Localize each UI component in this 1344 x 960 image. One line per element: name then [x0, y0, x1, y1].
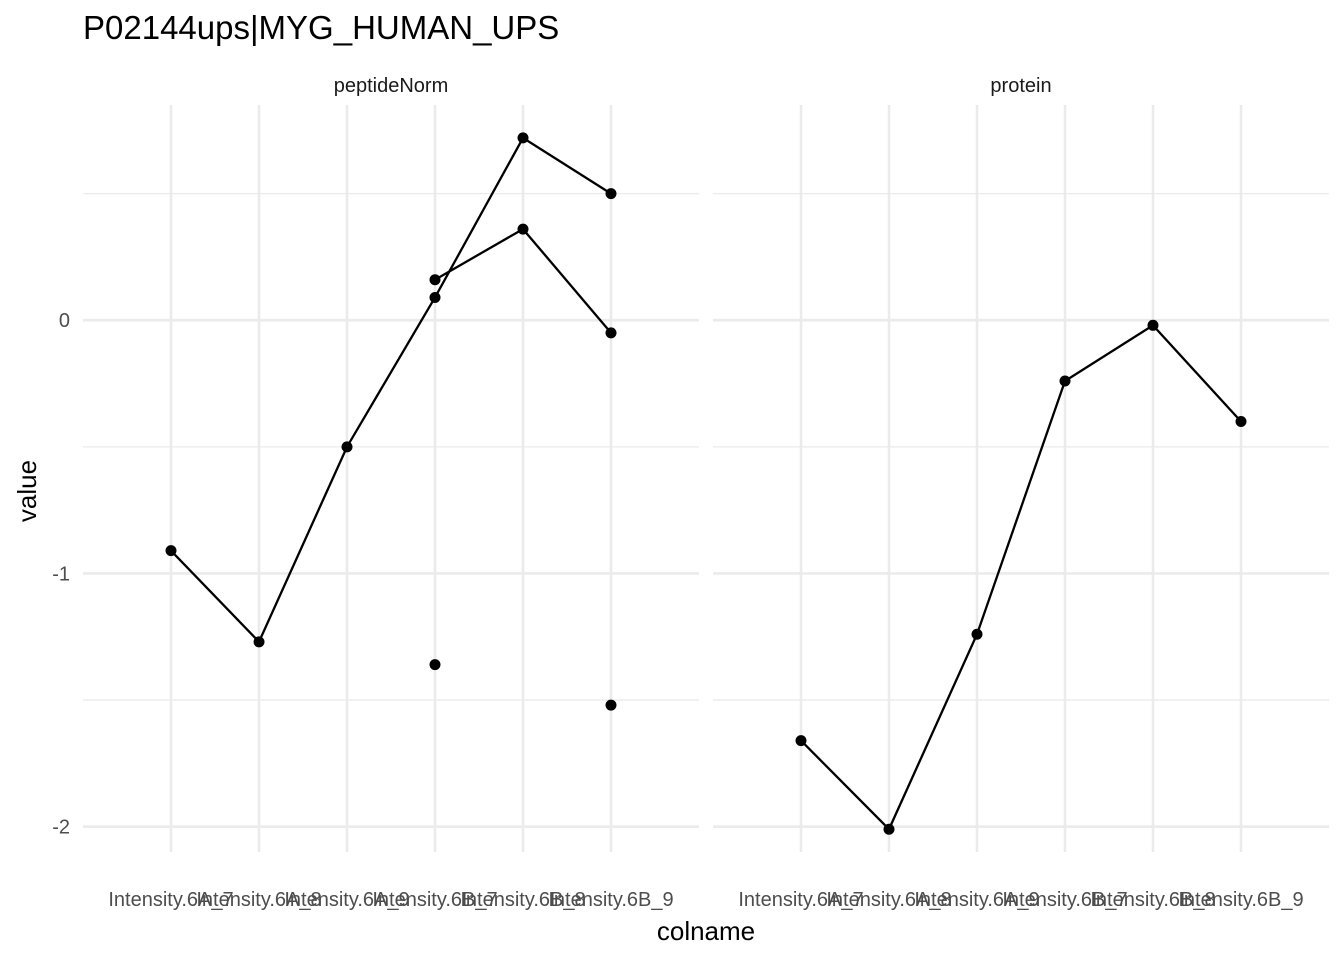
data-point	[1235, 416, 1247, 428]
x-tick-label: Intensity.6A_9	[284, 889, 409, 911]
data-point	[605, 699, 617, 711]
data-point	[605, 327, 617, 339]
x-tick-label: Intensity.6B_7	[1002, 889, 1127, 911]
data-point	[883, 823, 895, 835]
data-point	[429, 274, 441, 286]
series-line	[170, 136, 612, 644]
x-tick-label: Intensity.6A_7	[738, 889, 863, 911]
data-point	[429, 291, 441, 303]
facet-panel-peptideNorm: peptideNormIntensity.6A_7Intensity.6A_8I…	[83, 75, 699, 911]
x-tick-label: Intensity.6B_8	[1090, 889, 1215, 911]
x-tick-label: Intensity.6B_9	[1178, 889, 1303, 911]
x-tick-label: Intensity.6B_7	[372, 889, 497, 911]
x-tick-label: Intensity.6A_8	[826, 889, 951, 911]
facet-panels: peptideNormIntensity.6A_7Intensity.6A_8I…	[83, 75, 1329, 911]
data-point	[971, 628, 983, 640]
series-line	[800, 323, 1242, 832]
x-tick-label: Intensity.6A_8	[196, 889, 321, 911]
data-point	[795, 735, 807, 747]
data-point	[253, 636, 265, 648]
x-tick-label: Intensity.6B_8	[460, 889, 585, 911]
facet-panel-protein: proteinIntensity.6A_7Intensity.6A_8Inten…	[713, 75, 1329, 911]
x-tick-label: Intensity.6A_9	[914, 889, 1039, 911]
data-point	[341, 441, 353, 453]
data-point	[517, 132, 529, 144]
data-point	[1059, 375, 1071, 387]
y-axis-title: value	[12, 460, 42, 522]
data-point	[429, 659, 441, 671]
y-axis-ticks: 0 -1 -2	[52, 310, 70, 838]
data-point	[165, 545, 177, 557]
data-point	[517, 223, 529, 235]
data-point	[605, 188, 617, 200]
facet-strip-label: protein	[990, 75, 1051, 97]
x-tick-label: Intensity.6A_7	[108, 889, 233, 911]
chart-title: P02144ups|MYG_HUMAN_UPS	[83, 9, 559, 46]
data-point	[1147, 319, 1159, 331]
y-tick-label: -2	[52, 817, 70, 839]
y-tick-label: 0	[59, 310, 70, 332]
x-tick-label: Intensity.6B_9	[548, 889, 673, 911]
y-tick-label: -1	[52, 563, 70, 585]
x-axis-title: colname	[657, 916, 755, 946]
facet-strip-label: peptideNorm	[334, 75, 449, 97]
